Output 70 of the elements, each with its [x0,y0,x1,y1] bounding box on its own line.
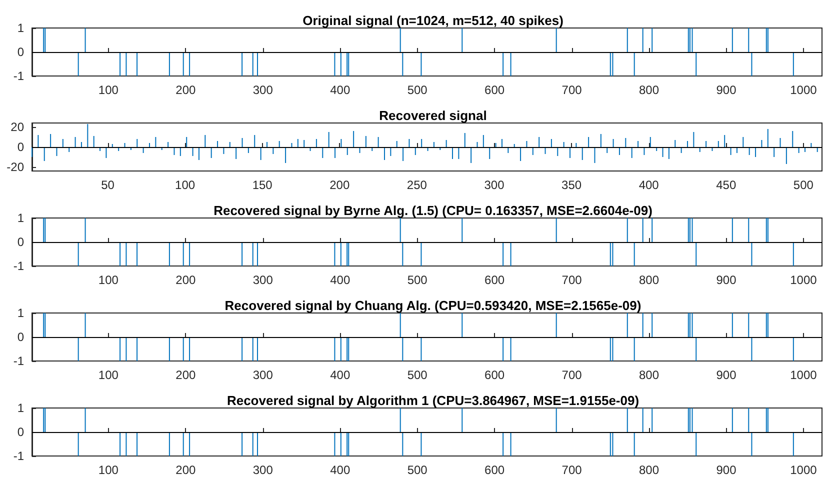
x-tick-label: 700 [562,463,582,477]
y-tick-label: 1 [17,21,24,35]
x-tick-label: 500 [407,83,428,97]
y-tick-label: 20 [10,120,24,134]
x-tick-label: 600 [484,463,505,477]
x-tick-label: 1000 [790,368,818,382]
y-tick-label: 0 [17,330,24,344]
y-tick-label: -20 [6,160,24,174]
y-tick-label: 0 [17,140,24,154]
x-tick-label: 300 [252,83,274,97]
chart-title: Original signal (n=1024, m=512, 40 spikes) [302,13,564,28]
chart-title: Recovered signal by Byrne Alg. (1.5) (CPU= 0.163357, MSE=2.6604e-09) [214,203,652,218]
x-tick-label: 800 [639,463,660,477]
x-tick-label: 800 [639,368,660,382]
x-tick-label: 250 [406,178,428,192]
x-tick-label: 700 [562,368,582,382]
x-tick-label: 100 [175,178,196,192]
x-tick-label: 200 [176,273,196,287]
chart-title: Recovered signal by Chuang Alg. (CPU=0.593420, MSE=2.1565e-09) [224,298,642,313]
y-tick-label: 0 [17,235,24,249]
x-tick-label: 1000 [790,463,818,477]
x-tick-label: 900 [716,273,737,287]
x-tick-label: 100 [98,273,119,287]
x-tick-label: 700 [562,273,582,287]
x-tick-label: 500 [407,463,428,477]
x-tick-label: 1000 [790,273,818,287]
y-tick-label: 1 [17,306,24,320]
x-tick-label: 600 [484,83,505,97]
x-tick-label: 100 [98,463,119,477]
x-tick-label: 400 [330,273,350,287]
x-tick-label: 300 [252,368,274,382]
x-tick-label: 800 [639,83,660,97]
x-tick-label: 600 [484,368,505,382]
x-tick-label: 400 [638,178,660,192]
x-tick-label: 400 [330,83,350,97]
x-tick-label: 300 [252,273,274,287]
x-tick-label: 900 [716,368,737,382]
x-tick-label: 300 [484,178,505,192]
x-tick-label: 900 [716,83,737,97]
x-tick-label: 1000 [790,83,818,97]
x-tick-label: 500 [407,273,428,287]
x-tick-label: 100 [98,368,119,382]
x-tick-label: 200 [330,178,350,192]
y-tick-label: -1 [13,259,24,273]
x-tick-label: 200 [176,83,196,97]
x-tick-label: 200 [176,463,196,477]
y-tick-label: -1 [13,69,24,83]
x-tick-label: 150 [252,178,273,192]
chart-title: Recovered signal [379,108,487,123]
x-tick-label: 50 [101,178,115,192]
y-tick-label: 0 [17,45,24,59]
y-tick-label: -1 [13,354,24,368]
y-tick-label: -1 [13,449,24,463]
x-tick-label: 400 [330,463,350,477]
x-tick-label: 800 [639,273,660,287]
x-tick-label: 500 [407,368,428,382]
chart-title: Recovered signal by Algorithm 1 (CPU=3.864967, MSE=1.9155e-09) [226,393,640,408]
x-tick-label: 450 [716,178,736,192]
x-tick-label: 600 [484,273,505,287]
x-tick-label: 200 [176,368,196,382]
x-tick-label: 500 [793,178,814,192]
x-tick-label: 100 [98,83,119,97]
y-tick-label: 1 [17,401,24,415]
x-tick-label: 350 [562,178,582,192]
x-tick-label: 700 [562,83,582,97]
x-tick-label: 400 [330,368,350,382]
x-tick-label: 900 [716,463,737,477]
y-tick-label: 0 [17,425,24,439]
y-tick-label: 1 [17,211,24,225]
x-tick-label: 300 [252,463,274,477]
